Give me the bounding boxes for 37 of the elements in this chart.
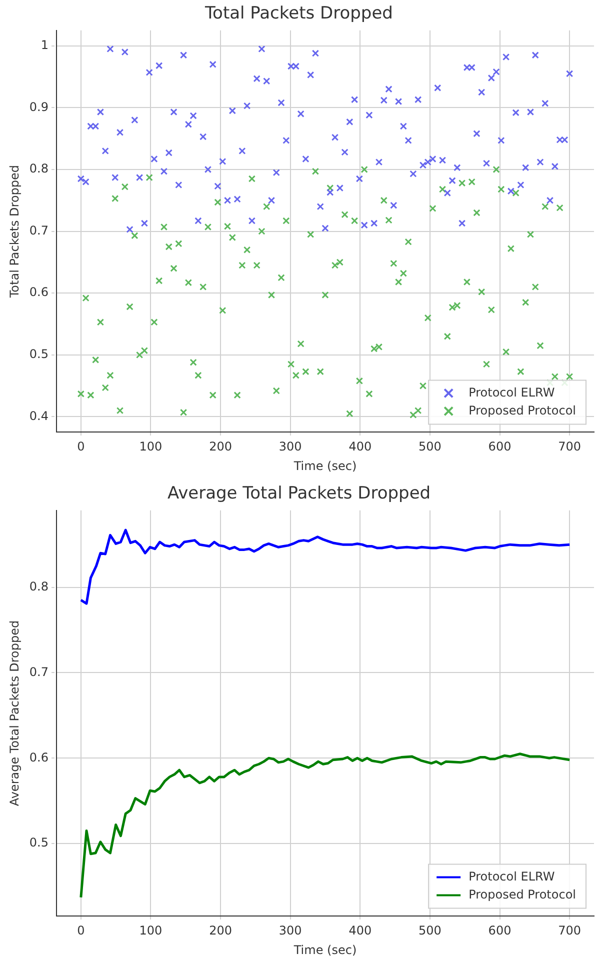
x-tick-label: 300 <box>278 924 302 938</box>
x-tick-label: 0 <box>77 440 85 454</box>
y-axis-title: Average Total Packets Dropped <box>7 620 22 806</box>
x-axis-title: Time (sec) <box>292 942 357 957</box>
x-tick-label: 700 <box>558 440 582 454</box>
chart-title: Average Total Packets Dropped <box>167 484 431 504</box>
chart-title: Total Packets Dropped <box>204 4 393 24</box>
x-axis-title: Time (sec) <box>292 458 357 473</box>
legend-label: Protocol ELRW <box>468 869 555 884</box>
legend-label: Protocol ELRW <box>468 385 555 400</box>
y-tick-label: 0.8 <box>29 579 48 594</box>
y-tick-label: 0.8 <box>29 162 48 176</box>
x-tick-label: 500 <box>418 924 442 938</box>
x-tick-label: 600 <box>488 924 512 938</box>
x-tick-label: 200 <box>209 440 232 454</box>
legend-label: Proposed Protocol <box>468 887 576 902</box>
y-tick-label: 0.4 <box>29 408 48 423</box>
y-tick-label: 0.6 <box>29 750 48 764</box>
y-tick-label: 0.9 <box>29 100 48 114</box>
x-tick-label: 100 <box>139 440 162 454</box>
y-tick-label: 0.5 <box>29 347 48 362</box>
x-tick-label: 700 <box>558 924 582 938</box>
x-tick-label: 400 <box>348 440 372 454</box>
x-tick-label: 500 <box>418 440 442 454</box>
x-tick-label: 600 <box>488 440 512 454</box>
x-tick-label: 0 <box>77 924 85 938</box>
legend-label: Proposed Protocol <box>468 403 576 418</box>
x-tick-label: 300 <box>278 440 302 454</box>
y-tick-label: 0.5 <box>29 836 48 850</box>
y-tick-label: 0.6 <box>29 285 48 300</box>
y-axis-title: Total Packets Dropped <box>7 164 22 299</box>
y-tick-label: 1 <box>40 38 48 52</box>
x-tick-label: 100 <box>139 924 162 938</box>
y-tick-label: 0.7 <box>29 664 48 679</box>
y-tick-label: 0.7 <box>29 223 48 238</box>
x-tick-label: 200 <box>209 924 232 938</box>
x-tick-label: 400 <box>348 924 372 938</box>
